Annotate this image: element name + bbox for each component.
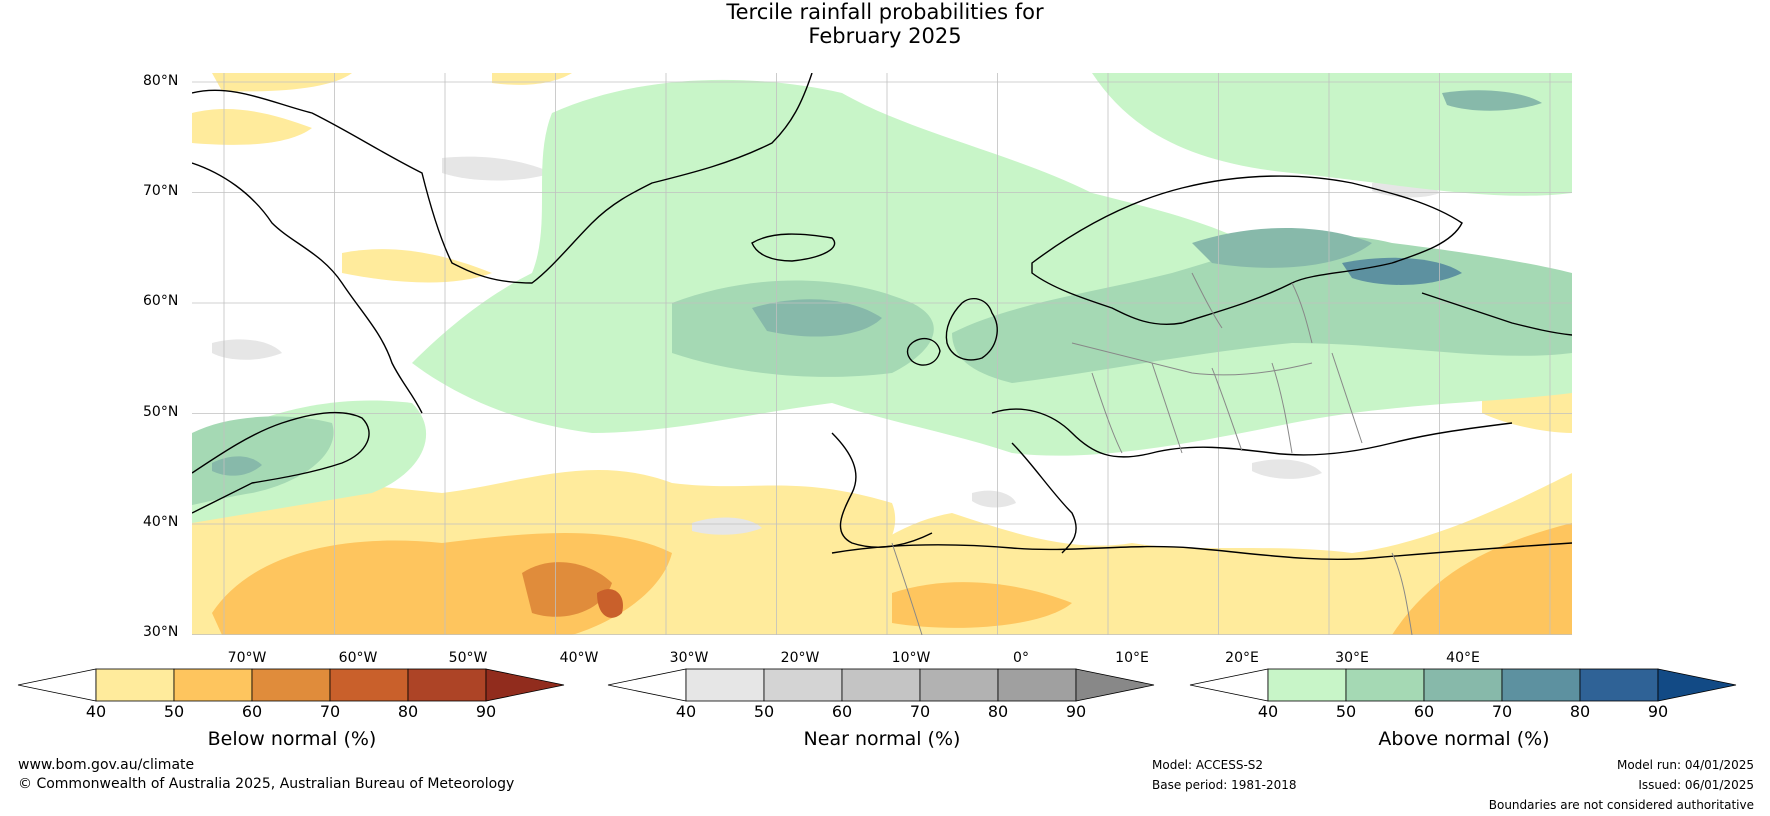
- lon-label-20w: 20°W: [780, 650, 820, 666]
- footer-model: Model: ACCESS-S2: [1152, 758, 1264, 772]
- legend-title-above-normal: Above normal (%): [1378, 728, 1550, 750]
- iberia-coast: [831, 432, 933, 548]
- legend-near-normal: 40 50 60 70 80 90: [607, 668, 1158, 721]
- footer-model-run: Model run: 04/01/2025: [1616, 758, 1754, 772]
- legend-arrow-high: [485, 668, 565, 702]
- legend-swatch: [1423, 668, 1503, 702]
- greenland-coast: [192, 73, 813, 284]
- legend-tick-label: 60: [1413, 702, 1435, 721]
- lat-label-70n: 70°N: [143, 183, 179, 199]
- legend-tick-label: 40: [1257, 702, 1279, 721]
- legend-tick-label: 50: [1335, 702, 1357, 721]
- legend-tick-label: 80: [987, 702, 1009, 721]
- legend-tick-label: 50: [163, 702, 185, 721]
- probability-map: [192, 73, 1572, 635]
- legend-swatch: [763, 668, 843, 702]
- legend-swatch: [407, 668, 487, 702]
- lon-label-20e: 20°E: [1225, 650, 1259, 666]
- legend-swatch: [997, 668, 1077, 702]
- coastlines: [192, 73, 1572, 561]
- lat-label-60n: 60°N: [143, 293, 179, 309]
- country-borders: [891, 272, 1413, 635]
- legend-tick-label: 80: [397, 702, 419, 721]
- legend-arrow-low: [17, 668, 97, 702]
- ireland-coast: [906, 337, 941, 366]
- legend-swatch: [919, 668, 999, 702]
- newfoundland-coast: [192, 411, 370, 514]
- legend-arrow-low: [607, 668, 687, 702]
- above-normal-areas: [192, 73, 1572, 523]
- legend-tick-label: 50: [753, 702, 775, 721]
- legend-arrow-low: [1189, 668, 1269, 702]
- legend-arrow-high: [1075, 668, 1155, 702]
- italy-coast: [1011, 442, 1077, 554]
- russia-coast: [1421, 292, 1572, 336]
- legend-swatch: [173, 668, 253, 702]
- scandinavia-coast: [1031, 175, 1463, 325]
- footer-base-period: Base period: 1981-2018: [1152, 778, 1297, 792]
- britain-coast: [945, 297, 998, 361]
- lon-label-70w: 70°W: [227, 650, 267, 666]
- lon-label-10e: 10°E: [1115, 650, 1149, 666]
- lat-label-80n: 80°N: [143, 73, 179, 89]
- map-title: Tercile rainfall probabilities for Febru…: [0, 0, 1770, 48]
- map-canvas: [192, 73, 1572, 635]
- footer-disclaimer: Boundaries are not considered authoritat…: [1488, 798, 1754, 812]
- legend-tick-label: 90: [1065, 702, 1087, 721]
- footer-website: www.bom.gov.au/climate: [18, 757, 195, 773]
- lon-label-60w: 60°W: [338, 650, 378, 666]
- legend-swatch: [1501, 668, 1581, 702]
- legend-tick-label: 60: [241, 702, 263, 721]
- legend-tick-label: 40: [675, 702, 697, 721]
- legend-swatch: [251, 668, 331, 702]
- lon-label-10w: 10°W: [891, 650, 931, 666]
- title-line-2: February 2025: [808, 24, 962, 48]
- legend-tick-label: 70: [1491, 702, 1513, 721]
- legend-colorbar: [17, 668, 565, 702]
- lat-label-40n: 40°N: [143, 514, 179, 530]
- lon-label-50w: 50°W: [448, 650, 488, 666]
- legend-swatch: [685, 668, 765, 702]
- legend-tick-label: 70: [909, 702, 931, 721]
- legend-tick-label: 40: [85, 702, 107, 721]
- title-line-1: Tercile rainfall probabilities for: [726, 0, 1044, 24]
- iceland-coast: [751, 233, 836, 262]
- legend-swatch: [1267, 668, 1347, 702]
- lon-label-30w: 30°W: [669, 650, 709, 666]
- legend-below-normal: 40 50 60 70 80 90: [17, 668, 568, 721]
- legend-swatch: [1579, 668, 1659, 702]
- legend-colorbar: [607, 668, 1155, 702]
- lon-label-0: 0°: [1013, 650, 1029, 666]
- legend-swatch: [841, 668, 921, 702]
- legend-swatch: [1345, 668, 1425, 702]
- legend-tick-label: 90: [475, 702, 497, 721]
- legend-swatch: [95, 668, 175, 702]
- lat-label-30n: 30°N: [143, 624, 179, 640]
- lat-label-50n: 50°N: [143, 404, 179, 420]
- europe-north-coast: [991, 408, 1513, 458]
- north-africa-coast: [831, 542, 1572, 561]
- legend-above-normal: 40 50 60 70 80 90: [1189, 668, 1740, 721]
- lon-label-30e: 30°E: [1335, 650, 1369, 666]
- legend-arrow-high: [1657, 668, 1737, 702]
- legend-title-below-normal: Below normal (%): [207, 728, 377, 750]
- legend-tick-label: 70: [319, 702, 341, 721]
- legend-tick-label: 60: [831, 702, 853, 721]
- lon-label-40e: 40°E: [1446, 650, 1480, 666]
- legend-title-near-normal: Near normal (%): [803, 728, 961, 750]
- baffin-labrador-coast: [192, 162, 423, 414]
- legend-tick-label: 80: [1569, 702, 1591, 721]
- footer-issued: Issued: 06/01/2025: [1638, 778, 1754, 792]
- legend-colorbar: [1189, 668, 1737, 702]
- graticule: [192, 73, 1572, 635]
- legend-swatch: [329, 668, 409, 702]
- lon-label-40w: 40°W: [559, 650, 599, 666]
- footer-copyright: © Commonwealth of Australia 2025, Austra…: [18, 776, 515, 792]
- legend-tick-label: 90: [1647, 702, 1669, 721]
